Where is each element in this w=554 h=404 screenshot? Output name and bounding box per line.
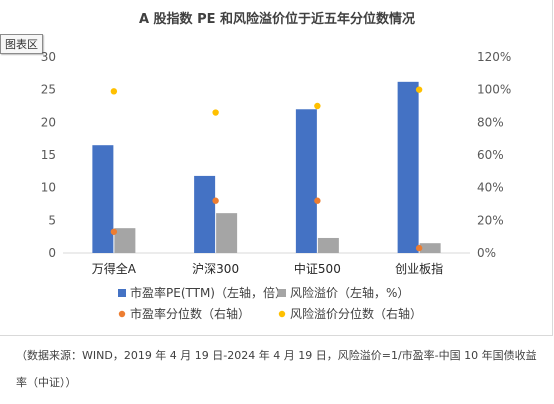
left-y-tick-label: 20 bbox=[41, 115, 56, 129]
right-y-axis-ticks: 0% 20% 40% 60% 80% 100% 120% bbox=[477, 50, 511, 260]
legend-label: 市盈率PE(TTM)（左轴，倍） bbox=[130, 285, 287, 300]
right-y-tick-label: 60% bbox=[477, 148, 504, 162]
right-y-tick-label: 20% bbox=[477, 213, 504, 227]
right-y-tick-label: 80% bbox=[477, 115, 504, 129]
chart-frame bbox=[0, 0, 553, 336]
category-label: 创业板指 bbox=[395, 261, 443, 276]
chart-title: A 股指数 PE 和风险溢价位于近五年分位数情况 bbox=[138, 12, 416, 27]
source-note: （数据来源：WIND，2019 年 4 月 19 日-2024 年 4 月 19… bbox=[16, 349, 537, 389]
bar-marks bbox=[92, 81, 441, 254]
legend-label: 风险溢价分位数（右轴） bbox=[290, 306, 422, 321]
left-y-tick-label: 0 bbox=[48, 246, 56, 260]
left-y-tick-label: 5 bbox=[48, 213, 56, 227]
dot-point bbox=[110, 88, 118, 95]
bar bbox=[295, 109, 317, 254]
category-label: 万得全A bbox=[92, 261, 137, 276]
bar bbox=[317, 237, 339, 253]
dot-point bbox=[415, 86, 423, 93]
right-y-tick-label: 40% bbox=[477, 181, 504, 195]
right-y-tick-label: 120% bbox=[477, 50, 511, 64]
dot-point bbox=[314, 102, 321, 110]
dot-point bbox=[212, 109, 219, 116]
category-label: 沪深300 bbox=[192, 262, 239, 276]
legend-swatch bbox=[118, 310, 126, 318]
legend: 市盈率PE(TTM)（左轴，倍） 风险溢价（左轴，%） 市盈率分位数（右轴） 风险溢价… bbox=[118, 285, 422, 321]
dot-point bbox=[314, 197, 321, 204]
left-y-tick-label: 10 bbox=[41, 181, 56, 195]
bar bbox=[216, 213, 238, 253]
left-y-tick-label: 30 bbox=[41, 50, 56, 64]
dot-point bbox=[212, 197, 219, 204]
category-labels: 万得全A 沪深300 中证500 创业板指 bbox=[92, 261, 443, 276]
bar bbox=[194, 175, 216, 253]
right-y-tick-label: 0% bbox=[477, 246, 496, 260]
dot-point bbox=[415, 244, 423, 252]
left-y-axis-ticks: 0 5 10 15 20 25 30 bbox=[41, 50, 56, 260]
legend-label: 风险溢价（左轴，%） bbox=[290, 285, 409, 300]
chart-area-tag[interactable]: 图表区 bbox=[0, 34, 43, 54]
legend-swatch bbox=[118, 289, 126, 297]
right-y-tick-label: 100% bbox=[477, 83, 511, 97]
bar bbox=[397, 81, 419, 254]
legend-swatch bbox=[278, 289, 286, 297]
chart-svg: 0 5 10 15 20 25 30 0% 20% 40% 60% 80% 100% 120% 万得全A… bbox=[41, 50, 512, 321]
dot-point bbox=[110, 228, 118, 235]
bar bbox=[419, 243, 441, 253]
dot-marks bbox=[110, 86, 423, 252]
left-y-tick-label: 25 bbox=[41, 83, 56, 97]
left-y-tick-label: 15 bbox=[41, 148, 56, 162]
bar bbox=[114, 228, 136, 253]
legend-label: 市盈率分位数（右轴） bbox=[130, 306, 250, 321]
bar bbox=[92, 145, 114, 253]
legend-swatch bbox=[278, 310, 286, 318]
category-label: 中证500 bbox=[294, 261, 341, 276]
